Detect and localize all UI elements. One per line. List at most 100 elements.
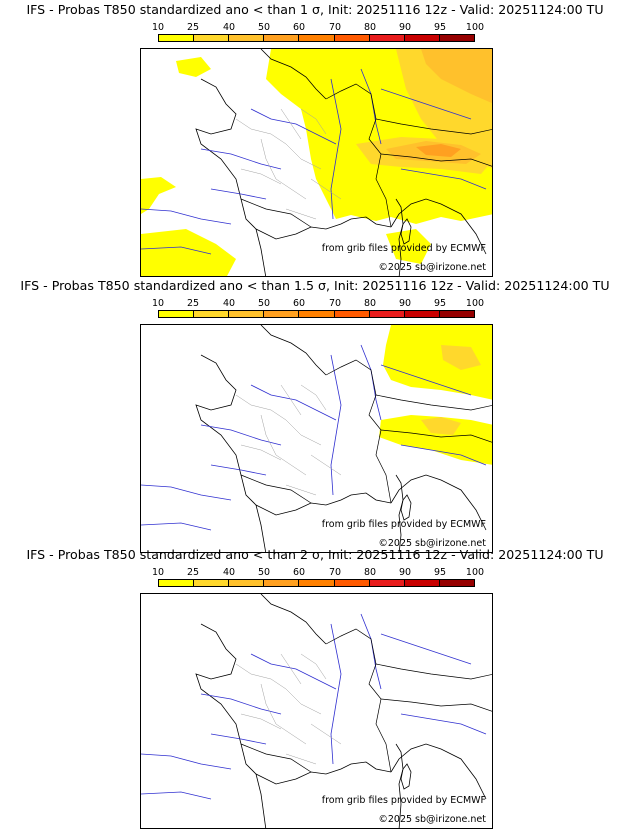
colorbar-label: 90	[398, 567, 412, 578]
river	[330, 78, 342, 220]
colorbar-label: 40	[222, 567, 236, 578]
colorbar-label: 80	[363, 567, 377, 578]
probability-area-50	[416, 144, 461, 157]
map-area: from grib files provided by ECMWF ©2025 …	[140, 593, 493, 829]
copyright-text: ©2025 sb@irizone.net	[378, 538, 486, 549]
coastline	[195, 354, 392, 516]
colorbar-swatch	[264, 35, 300, 41]
river	[360, 613, 382, 690]
coastline	[195, 623, 392, 785]
colorbar-label: 95	[433, 567, 447, 578]
coastline	[260, 594, 327, 645]
river	[330, 623, 342, 765]
copyright-text: ©2025 sb@irizone.net	[378, 814, 486, 825]
river	[250, 108, 337, 145]
coastline	[255, 504, 267, 552]
river	[400, 168, 487, 190]
river	[330, 354, 342, 496]
map-area: from grib files provided by ECMWF ©2025 …	[140, 324, 493, 553]
colorbar-label: 80	[363, 298, 377, 309]
colorbar-swatch	[439, 35, 474, 41]
colorbar-swatch	[404, 35, 440, 41]
coastline	[395, 198, 404, 276]
colorbar-swatch	[194, 35, 230, 41]
colorbar-swatch	[334, 35, 370, 41]
admin-border	[235, 108, 342, 220]
island-corsica	[400, 218, 412, 245]
colorbar-labels: 10 25 40 50 60 70 80 90 95 100	[152, 22, 484, 33]
river	[210, 464, 267, 476]
probability-area-25	[441, 345, 481, 370]
river	[141, 791, 212, 800]
coastline	[195, 78, 392, 240]
colorbar-label: 70	[328, 298, 342, 309]
probability-area-10	[386, 229, 431, 264]
colorbar-swatch	[334, 311, 370, 317]
colorbar-label: 60	[292, 298, 306, 309]
colorbar-label: 40	[222, 22, 236, 33]
country-border	[240, 743, 312, 773]
map-panel-2: IFS - Probas T850 standardized ano < tha…	[0, 276, 630, 553]
source-credit: from grib files provided by ECMWF	[321, 519, 486, 530]
colorbar-swatch	[159, 35, 195, 41]
colorbar-swatch	[439, 311, 474, 317]
colorbar-swatch	[229, 311, 265, 317]
coastline	[395, 743, 404, 828]
source-credit: from grib files provided by ECMWF	[321, 243, 486, 254]
colorbar-label: 100	[465, 298, 485, 309]
river	[210, 733, 267, 745]
river	[200, 693, 282, 715]
river	[380, 88, 472, 120]
source-credit: from grib files provided by ECMWF	[321, 795, 486, 806]
coastline	[390, 743, 487, 800]
coastline	[395, 474, 404, 552]
country-border	[240, 474, 312, 504]
country-border	[325, 628, 392, 773]
colorbar-swatch	[334, 580, 370, 586]
colorbar-label: 70	[328, 22, 342, 33]
river	[141, 208, 232, 225]
colorbar	[158, 310, 475, 318]
colorbar-label: 95	[433, 298, 447, 309]
colorbar	[158, 579, 475, 587]
colorbar-label: 90	[398, 298, 412, 309]
colorbar-label: 95	[433, 22, 447, 33]
colorbar-label: 60	[292, 22, 306, 33]
country-border	[380, 698, 492, 712]
island-corsica	[400, 763, 412, 790]
probability-area-10	[383, 325, 492, 400]
river	[141, 246, 212, 255]
coastline	[390, 198, 487, 255]
river	[400, 444, 487, 466]
colorbar-swatch	[159, 580, 195, 586]
country-border	[325, 359, 392, 504]
river	[360, 344, 382, 421]
river	[141, 753, 232, 770]
colorbar-label: 80	[363, 22, 377, 33]
colorbar-swatch	[299, 35, 335, 41]
coastline	[260, 49, 327, 100]
river	[250, 384, 337, 421]
panel-title: IFS - Probas T850 standardized ano < tha…	[26, 2, 604, 17]
colorbar-swatch	[404, 311, 440, 317]
copyright-text: ©2025 sb@irizone.net	[378, 262, 486, 273]
country-border	[380, 153, 492, 167]
river	[380, 364, 472, 396]
river	[400, 713, 487, 735]
colorbar-swatch	[264, 311, 300, 317]
map-canvas	[141, 594, 492, 828]
colorbar-label: 50	[257, 22, 271, 33]
colorbar-swatch	[299, 311, 335, 317]
colorbar-swatch	[439, 580, 474, 586]
probability-area-10	[141, 229, 236, 276]
colorbar-label: 40	[222, 298, 236, 309]
country-border	[240, 198, 312, 228]
coastline	[390, 474, 487, 531]
panel-title: IFS - Probas T850 standardized ano < tha…	[20, 278, 610, 293]
probability-area-10	[176, 57, 211, 77]
coastline	[255, 773, 267, 828]
river	[141, 484, 232, 501]
country-border	[380, 429, 492, 443]
panel-title: IFS - Probas T850 standardized ano < tha…	[26, 547, 604, 562]
country-border	[375, 394, 492, 411]
